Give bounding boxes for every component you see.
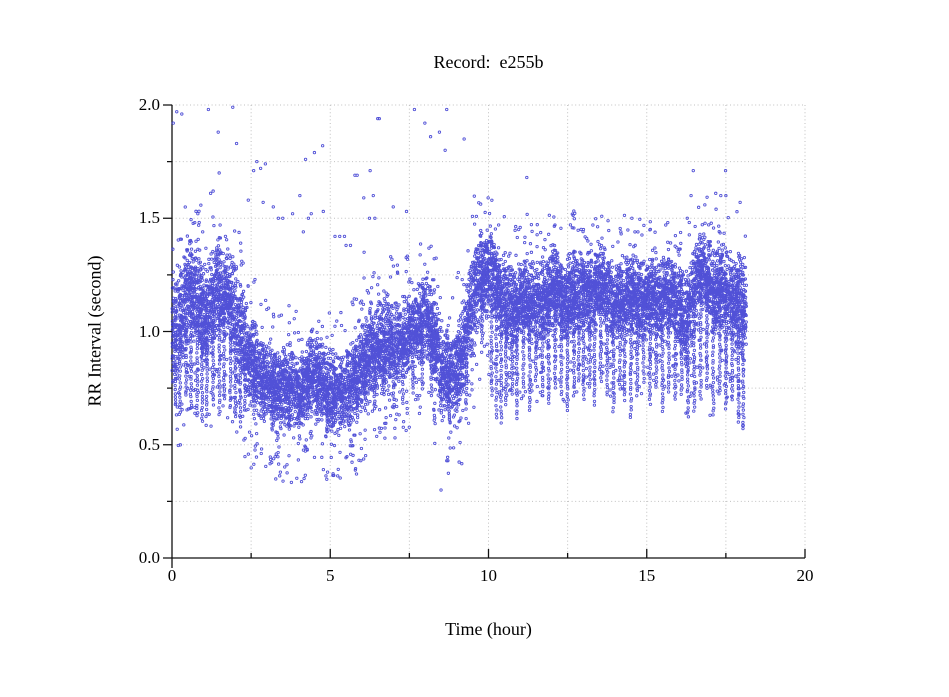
x-tick-label: 20 [796, 566, 814, 585]
y-tick-label: 1.0 [138, 321, 160, 341]
x-axis-label: Time (hour) [445, 619, 532, 639]
chart-title: Record: e255b [433, 52, 544, 72]
y-tick-label: 1.5 [138, 208, 160, 228]
y-axis-label: RR Interval (second) [84, 255, 105, 407]
x-tick-label: 10 [480, 566, 497, 585]
y-tick-label: 2.0 [138, 95, 160, 114]
y-tick-label: 0.5 [138, 434, 160, 454]
y-tick-label: 0.0 [138, 548, 160, 567]
x-tick-label: 5 [326, 566, 335, 585]
x-tick-label: 0 [167, 566, 177, 585]
x-tick-label: 15 [638, 566, 656, 585]
